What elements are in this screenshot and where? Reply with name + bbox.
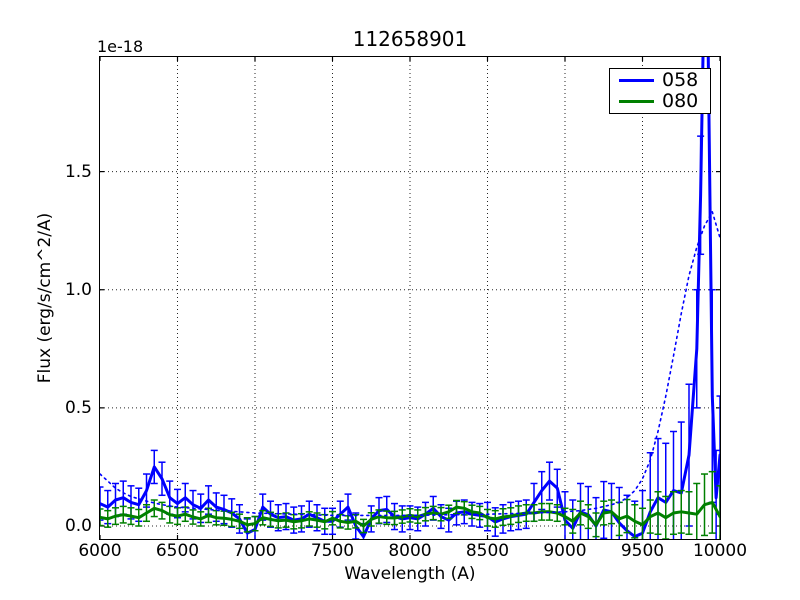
plot-area xyxy=(99,56,721,540)
legend-line-swatch xyxy=(619,100,654,104)
x-tick-label: 9500 xyxy=(620,541,665,561)
y-tick-label: 1.0 xyxy=(64,279,92,300)
legend: 058 080 xyxy=(609,68,711,114)
x-tick-label: 10000 xyxy=(692,541,748,561)
x-tick-label: 9000 xyxy=(543,541,587,561)
legend-label: 058 xyxy=(662,68,699,91)
y-offset-label: 1e-18 xyxy=(97,37,144,56)
x-tick-label: 7000 xyxy=(233,541,277,561)
y-tick-label: 0.5 xyxy=(64,397,92,418)
x-tick-label: 6500 xyxy=(155,541,200,561)
x-tick-label: 8500 xyxy=(465,541,510,561)
legend-label: 080 xyxy=(662,90,699,113)
y-tick-label: 1.5 xyxy=(64,161,92,182)
x-tick-label: 7500 xyxy=(310,541,355,561)
x-tick-label: 6000 xyxy=(78,541,122,561)
y-tick-label: 0.0 xyxy=(64,516,92,536)
chart-title: 112658901 xyxy=(352,27,468,51)
plot-canvas xyxy=(100,57,720,539)
legend-line-swatch xyxy=(619,78,654,82)
x-tick-label: 8000 xyxy=(388,541,432,561)
x-axis-label: Wavelength (A) xyxy=(344,564,476,584)
legend-item: 080 xyxy=(610,91,710,112)
legend-item: 058 xyxy=(610,70,710,91)
